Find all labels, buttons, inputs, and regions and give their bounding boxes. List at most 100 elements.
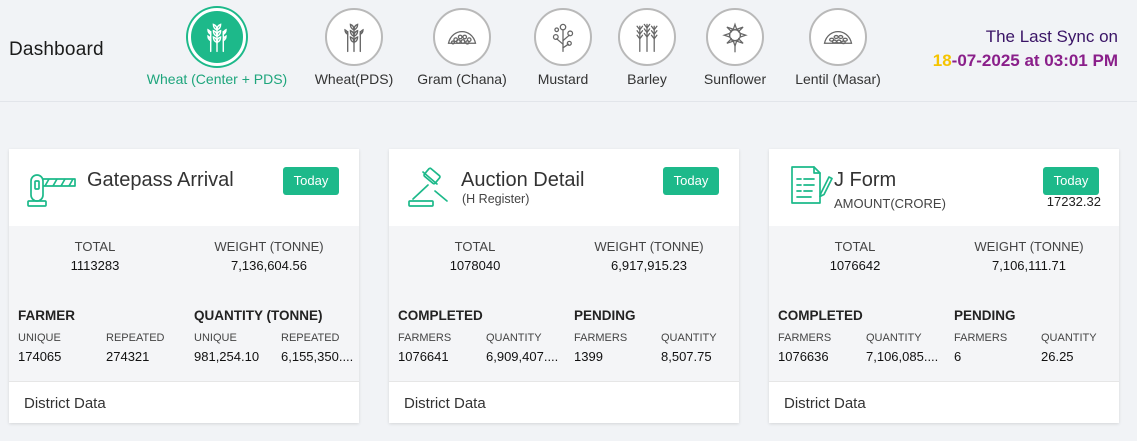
crop-tab-label: Wheat(PDS)	[314, 71, 394, 87]
completed-quantity: QUANTITY 7,106,085....	[866, 332, 946, 364]
pending-farmers: FARMERS 1399	[574, 332, 659, 364]
sub-label: UNIQUE	[18, 332, 61, 344]
gavel-icon	[405, 165, 457, 209]
sub-value: 6,155,350....	[281, 349, 354, 364]
farmer-repeated: REPEATED 274321	[106, 332, 191, 364]
sub-label: FARMERS	[398, 332, 452, 344]
card-header: Auction Detail (H Register) Today	[389, 149, 739, 226]
j-form-card: J Form AMOUNT(CRORE) Today 17232.32 TOTA…	[769, 149, 1119, 423]
weight-label: WEIGHT (TONNE)	[214, 239, 324, 254]
sub-value: 6,909,407....	[486, 349, 559, 364]
crop-tab-wheat-center-pds[interactable]: Wheat (Center + PDS)	[147, 8, 287, 87]
sub-value: 174065	[18, 349, 62, 364]
total-value: 1113283	[70, 258, 120, 273]
crop-tab-label: Lentil (Masar)	[795, 71, 881, 87]
top-bar: Dashboard Wheat (Center + PDS) Wheat(PDS…	[0, 0, 1137, 102]
sub-value: 26.25	[1041, 349, 1074, 364]
card-body: TOTAL 1078040 WEIGHT (TONNE) 6,917,915.2…	[389, 226, 739, 381]
card-title: Auction Detail	[461, 169, 585, 191]
sub-label: QUANTITY	[866, 332, 922, 344]
total-label: TOTAL	[834, 239, 876, 254]
weight-value: 6,917,915.23	[611, 258, 687, 273]
sub-label: FARMERS	[574, 332, 628, 344]
sub-value: 7,106,085....	[866, 349, 939, 364]
today-button[interactable]: Today	[283, 167, 339, 195]
crop-tab-sunflower[interactable]: Sunflower	[704, 8, 766, 87]
quantity-section-title: QUANTITY (TONNE)	[194, 308, 323, 323]
completed-farmers: FARMERS 1076641	[398, 332, 483, 364]
barley-icon	[618, 8, 676, 66]
mustard-plant-icon	[534, 8, 592, 66]
wheat-icon	[188, 8, 246, 66]
weight-stat: WEIGHT (TONNE) 7,106,111.71	[959, 239, 1099, 273]
district-data-link[interactable]: District Data	[9, 381, 359, 423]
sub-value: 981,254.10	[194, 349, 260, 364]
total-label: TOTAL	[74, 239, 116, 254]
sub-label: QUANTITY	[486, 332, 542, 344]
last-sync: The Last Sync on 18-07-2025 at 03:01 PM	[933, 27, 1118, 71]
grain-pile-icon	[433, 8, 491, 66]
last-sync-label: The Last Sync on	[985, 27, 1118, 46]
total-value: 1078040	[449, 258, 501, 273]
sub-label: REPEATED	[281, 332, 340, 344]
pending-section-title: PENDING	[574, 308, 636, 323]
gatepass-arrival-card: Gatepass Arrival Today TOTAL 1113283 WEI…	[9, 149, 359, 423]
crop-tab-label: Barley	[627, 71, 667, 87]
total-label: TOTAL	[454, 239, 496, 254]
quantity-repeated: REPEATED 6,155,350....	[281, 332, 359, 364]
completed-section-title: COMPLETED	[778, 308, 863, 323]
sub-label: FARMERS	[778, 332, 832, 344]
page-title: Dashboard	[9, 39, 104, 60]
completed-section-title: COMPLETED	[398, 308, 483, 323]
district-data-label: District Data	[404, 395, 486, 412]
card-title: Gatepass Arrival	[87, 169, 234, 191]
farmer-unique: UNIQUE 174065	[18, 332, 103, 364]
completed-quantity: QUANTITY 6,909,407....	[486, 332, 566, 364]
pending-section-title: PENDING	[954, 308, 1016, 323]
crop-tab-wheat-pds[interactable]: Wheat(PDS)	[315, 8, 393, 87]
total-stat: TOTAL 1078040	[425, 239, 525, 273]
sub-label: QUANTITY	[661, 332, 717, 344]
sub-label: UNIQUE	[194, 332, 237, 344]
last-sync-day: 18	[932, 51, 952, 70]
sub-value: 8,507.75	[661, 349, 712, 364]
crop-tab-barley[interactable]: Barley	[616, 8, 678, 87]
crop-tab-lentil-masar[interactable]: Lentil (Masar)	[795, 8, 881, 87]
card-body: TOTAL 1076642 WEIGHT (TONNE) 7,106,111.7…	[769, 226, 1119, 381]
barrier-gate-icon	[25, 165, 77, 209]
card-subtitle: (H Register)	[462, 192, 530, 206]
today-button[interactable]: Today	[663, 167, 719, 195]
weight-value: 7,136,604.56	[231, 258, 307, 273]
last-sync-datetime: 18-07-2025 at 03:01 PM	[933, 51, 1118, 71]
completed-farmers: FARMERS 1076636	[778, 332, 863, 364]
wheat-icon	[325, 8, 383, 66]
crop-tab-label: Gram (Chana)	[417, 71, 507, 87]
district-data-link[interactable]: District Data	[769, 381, 1119, 423]
card-subtitle: AMOUNT(CRORE)	[834, 196, 946, 211]
sub-value: 6	[954, 349, 962, 364]
weight-label: WEIGHT (TONNE)	[974, 239, 1084, 254]
sub-label: QUANTITY	[1041, 332, 1097, 344]
sub-value: 1076641	[398, 349, 449, 364]
last-sync-rest: -07-2025 at 03:01 PM	[951, 51, 1118, 70]
sub-value: 274321	[106, 349, 150, 364]
pending-quantity: QUANTITY 8,507.75	[661, 332, 739, 364]
today-button[interactable]: Today	[1043, 167, 1099, 195]
total-stat: TOTAL 1113283	[45, 239, 145, 273]
sub-value: 1399	[574, 349, 603, 364]
district-data-label: District Data	[784, 395, 866, 412]
crop-tab-label: Sunflower	[703, 71, 767, 87]
pending-farmers: FARMERS 6	[954, 332, 1039, 364]
card-header: J Form AMOUNT(CRORE) Today 17232.32	[769, 149, 1119, 226]
sub-value: 1076636	[778, 349, 829, 364]
crop-tab-mustard[interactable]: Mustard	[532, 8, 594, 87]
district-data-label: District Data	[24, 395, 106, 412]
quantity-unique: UNIQUE 981,254.10	[194, 332, 279, 364]
weight-stat: WEIGHT (TONNE) 6,917,915.23	[579, 239, 719, 273]
crop-tab-gram-chana[interactable]: Gram (Chana)	[417, 8, 507, 87]
card-title: J Form	[834, 169, 897, 191]
sub-label: REPEATED	[106, 332, 165, 344]
farmer-section-title: FARMER	[18, 308, 75, 323]
total-value: 1076642	[829, 258, 881, 273]
district-data-link[interactable]: District Data	[389, 381, 739, 423]
